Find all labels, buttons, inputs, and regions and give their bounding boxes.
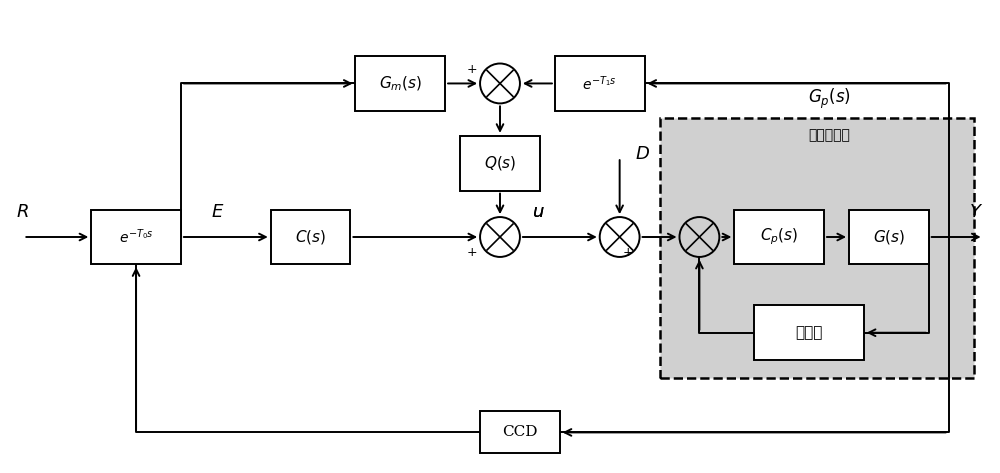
- Text: $G(s)$: $G(s)$: [873, 228, 905, 246]
- FancyBboxPatch shape: [355, 56, 445, 111]
- Text: $G_m(s)$: $G_m(s)$: [379, 74, 422, 93]
- FancyBboxPatch shape: [660, 118, 974, 377]
- Text: $R$: $R$: [16, 203, 29, 221]
- FancyBboxPatch shape: [460, 136, 540, 191]
- Text: $Q(s)$: $Q(s)$: [484, 154, 516, 172]
- Text: $C(s)$: $C(s)$: [295, 228, 326, 246]
- FancyBboxPatch shape: [555, 56, 645, 111]
- Text: 电涂流: 电涂流: [795, 326, 823, 340]
- Text: $u$: $u$: [532, 203, 544, 221]
- FancyBboxPatch shape: [480, 412, 560, 453]
- Text: $+$: $+$: [622, 246, 633, 260]
- Text: $G_p(s)$: $G_p(s)$: [808, 86, 851, 111]
- FancyBboxPatch shape: [91, 210, 181, 264]
- Text: CCD: CCD: [502, 425, 538, 439]
- FancyBboxPatch shape: [271, 210, 350, 264]
- Text: $Y$: $Y$: [969, 203, 983, 221]
- Text: 高带宽内环: 高带宽内环: [808, 128, 850, 142]
- Text: $e^{-T_1s}$: $e^{-T_1s}$: [582, 74, 617, 93]
- Text: $C_p(s)$: $C_p(s)$: [760, 227, 798, 247]
- Text: $e^{-T_0s}$: $e^{-T_0s}$: [119, 228, 153, 246]
- FancyBboxPatch shape: [734, 210, 824, 264]
- FancyBboxPatch shape: [754, 305, 864, 360]
- Text: $D$: $D$: [635, 145, 650, 163]
- Text: $+$: $+$: [466, 63, 478, 76]
- Text: $+$: $+$: [466, 246, 478, 260]
- FancyBboxPatch shape: [849, 210, 929, 264]
- Text: $u$: $u$: [532, 203, 544, 221]
- Text: $E$: $E$: [211, 203, 224, 221]
